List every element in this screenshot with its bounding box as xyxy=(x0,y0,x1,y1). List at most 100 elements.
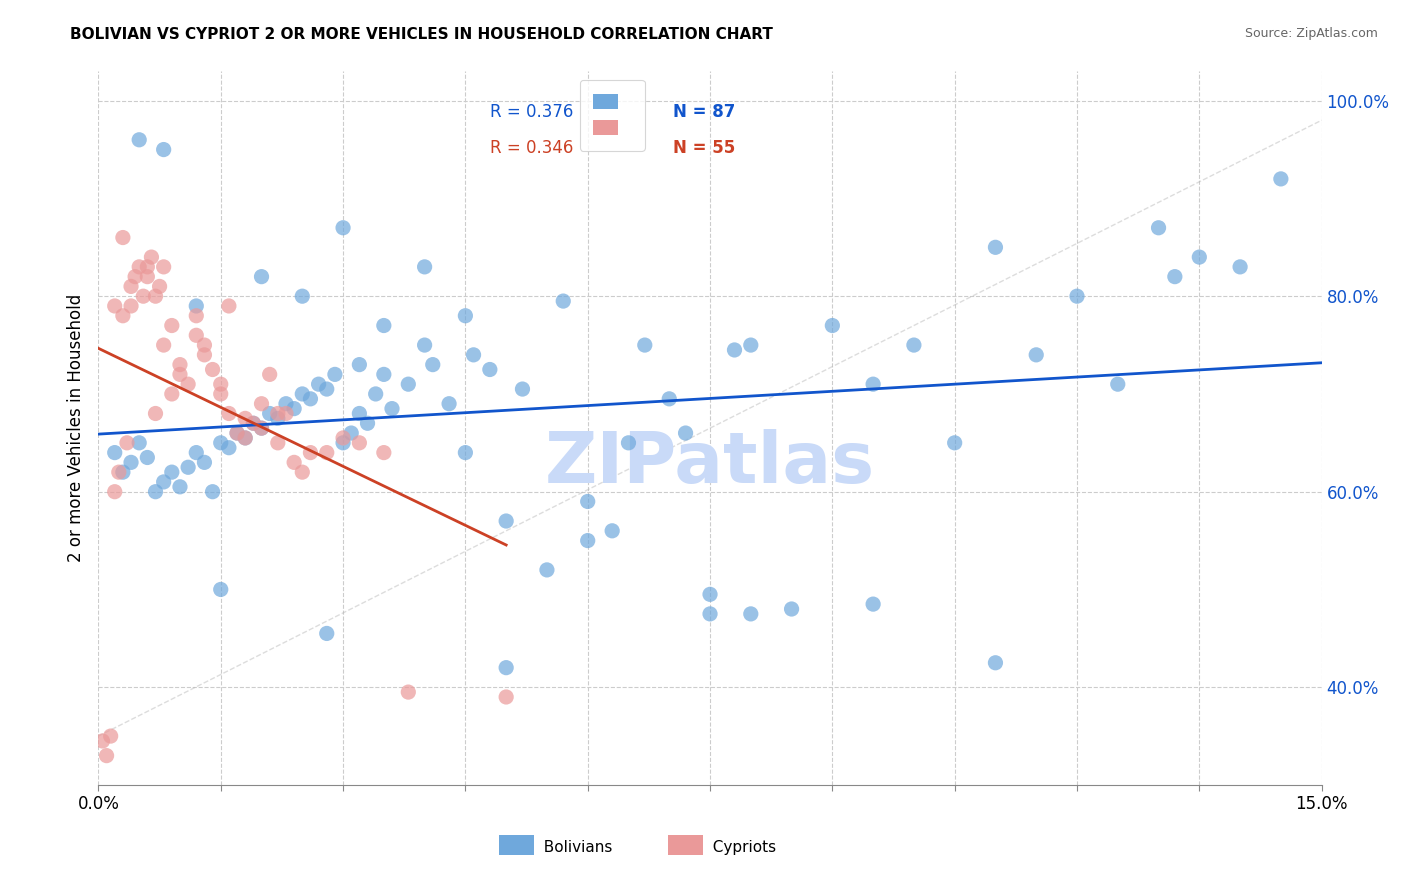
Point xyxy=(1270,172,1292,186)
Point xyxy=(104,484,127,499)
Point xyxy=(315,445,337,459)
Point xyxy=(152,260,174,274)
Point xyxy=(740,607,762,621)
Point xyxy=(233,431,256,445)
Point xyxy=(91,734,114,748)
Point xyxy=(209,377,232,392)
FancyBboxPatch shape xyxy=(668,835,703,855)
Point xyxy=(160,465,183,479)
Point xyxy=(553,294,575,309)
Text: Bolivians: Bolivians xyxy=(534,840,613,855)
Point xyxy=(128,133,150,147)
Point xyxy=(495,514,517,528)
Point xyxy=(193,348,215,362)
Point xyxy=(617,435,640,450)
Point xyxy=(104,445,127,459)
Point xyxy=(233,431,256,445)
Point xyxy=(128,260,150,274)
Point xyxy=(193,338,215,352)
Point xyxy=(259,368,281,382)
Point xyxy=(413,260,436,274)
Point xyxy=(149,279,172,293)
Point xyxy=(780,602,803,616)
Point xyxy=(943,435,966,450)
Point xyxy=(177,377,200,392)
Point xyxy=(141,250,163,264)
Point xyxy=(413,338,436,352)
Point xyxy=(128,435,150,450)
Point xyxy=(862,377,884,392)
Point xyxy=(152,475,174,489)
Point xyxy=(96,748,118,763)
Point xyxy=(152,338,174,352)
Point xyxy=(984,240,1007,254)
Point xyxy=(291,289,314,303)
Point xyxy=(1164,269,1187,284)
Point xyxy=(100,729,122,743)
Point xyxy=(111,230,134,244)
Point xyxy=(291,387,314,401)
Point xyxy=(120,279,142,293)
Point xyxy=(267,435,290,450)
Point xyxy=(136,450,159,465)
Point xyxy=(233,411,256,425)
Point xyxy=(340,425,363,440)
Legend: , : , xyxy=(579,79,645,151)
Y-axis label: 2 or more Vehicles in Household: 2 or more Vehicles in Household xyxy=(66,294,84,562)
Point xyxy=(740,338,762,352)
Point xyxy=(104,299,127,313)
Point xyxy=(675,425,697,440)
Point xyxy=(536,563,558,577)
Point xyxy=(226,425,249,440)
Point xyxy=(283,455,305,469)
Point xyxy=(478,362,501,376)
Point xyxy=(218,299,240,313)
Point xyxy=(315,382,337,396)
Point xyxy=(145,484,167,499)
Point xyxy=(349,407,371,421)
Point xyxy=(356,417,378,431)
Point xyxy=(396,377,419,392)
Point xyxy=(699,587,721,601)
Point xyxy=(291,465,314,479)
Point xyxy=(349,435,371,450)
Point xyxy=(299,445,322,459)
Point xyxy=(193,455,215,469)
Point xyxy=(576,533,599,548)
Point xyxy=(160,318,183,333)
Point xyxy=(201,484,224,499)
Point xyxy=(1066,289,1088,303)
Point xyxy=(600,524,623,538)
Point xyxy=(218,441,240,455)
Text: N = 87: N = 87 xyxy=(673,103,735,121)
Point xyxy=(177,460,200,475)
Point xyxy=(242,417,264,431)
Point xyxy=(250,421,273,435)
Point xyxy=(111,309,134,323)
Text: Cypriots: Cypriots xyxy=(703,840,776,855)
Point xyxy=(136,260,159,274)
Point xyxy=(1107,377,1129,392)
Point xyxy=(115,435,138,450)
Point xyxy=(259,407,281,421)
Point xyxy=(1147,220,1170,235)
Point xyxy=(267,407,290,421)
Point xyxy=(463,348,485,362)
Point xyxy=(274,397,297,411)
Point xyxy=(422,358,444,372)
Point xyxy=(308,377,330,392)
Point xyxy=(373,368,395,382)
Text: ZIPatlas: ZIPatlas xyxy=(546,429,875,499)
Point xyxy=(512,382,534,396)
Point xyxy=(111,465,134,479)
Point xyxy=(1188,250,1211,264)
Point xyxy=(108,465,131,479)
Point xyxy=(218,407,240,421)
Point xyxy=(821,318,844,333)
Point xyxy=(169,358,191,372)
Point xyxy=(145,407,167,421)
Point xyxy=(283,401,305,416)
FancyBboxPatch shape xyxy=(499,835,534,855)
Text: R = 0.376: R = 0.376 xyxy=(489,103,574,121)
Point xyxy=(186,445,208,459)
